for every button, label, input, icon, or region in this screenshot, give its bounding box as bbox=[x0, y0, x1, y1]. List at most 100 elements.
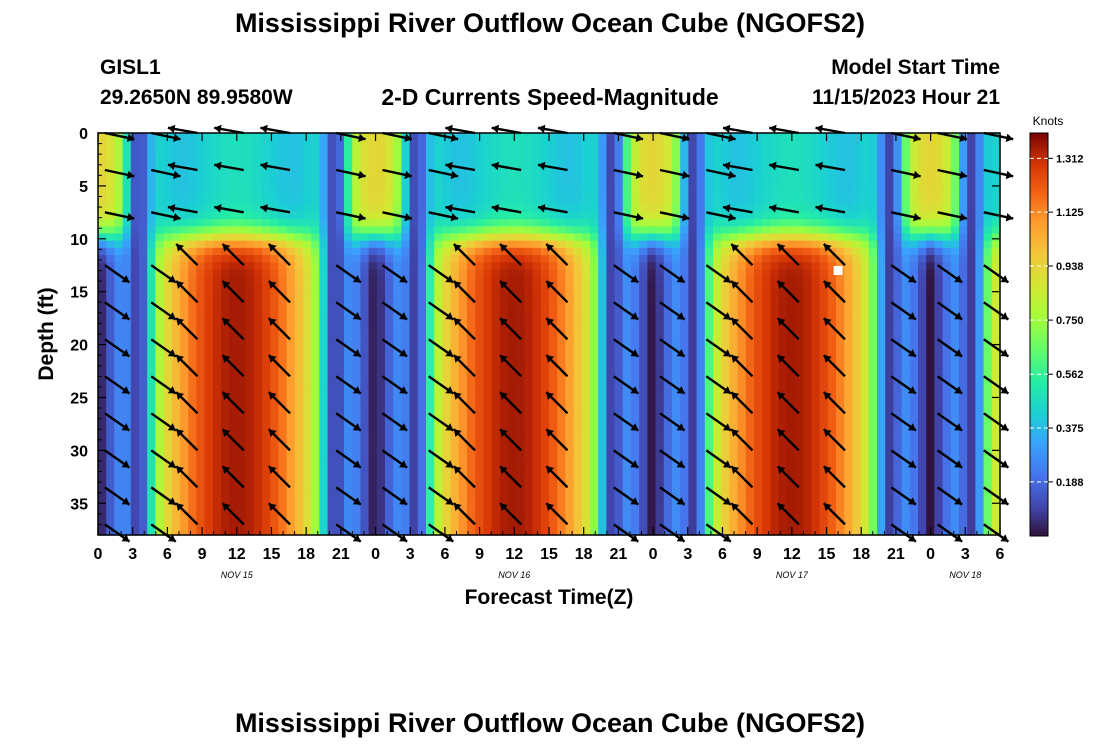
heatmap-cell bbox=[713, 477, 722, 486]
heatmap-cell bbox=[204, 176, 214, 184]
heatmap-cell bbox=[745, 377, 755, 385]
heatmap-cell bbox=[811, 398, 821, 407]
heatmap-cell bbox=[253, 211, 263, 220]
heatmap-cell bbox=[745, 384, 755, 393]
heatmap-cell bbox=[729, 211, 739, 220]
heatmap-cell bbox=[114, 197, 124, 206]
heatmap-cell bbox=[303, 405, 312, 414]
heatmap-cell bbox=[368, 190, 378, 199]
heatmap-cell bbox=[114, 262, 124, 270]
heatmap-cell bbox=[335, 298, 345, 306]
heatmap-cell bbox=[819, 197, 829, 206]
heatmap-cell bbox=[130, 168, 140, 177]
heatmap-cell bbox=[327, 527, 337, 536]
heatmap-cell bbox=[737, 298, 747, 306]
heatmap-cell bbox=[663, 434, 673, 443]
heatmap-cell bbox=[360, 499, 370, 507]
heatmap-cell bbox=[762, 484, 771, 493]
heatmap-cell bbox=[221, 520, 230, 529]
heatmap-cell bbox=[376, 183, 386, 192]
heatmap-cell bbox=[540, 391, 550, 400]
heatmap-cell bbox=[770, 470, 780, 479]
heatmap-cell bbox=[409, 499, 419, 507]
heatmap-cell bbox=[499, 140, 509, 148]
heatmap-cell bbox=[704, 491, 714, 500]
heatmap-cell bbox=[811, 448, 821, 457]
heatmap-cell bbox=[688, 513, 698, 522]
heatmap-cell bbox=[655, 140, 665, 148]
heatmap-cell bbox=[598, 491, 607, 500]
heatmap-cell bbox=[286, 262, 296, 270]
heatmap-cell bbox=[786, 484, 796, 493]
heatmap-cell bbox=[442, 412, 452, 421]
heatmap-cell bbox=[606, 211, 616, 220]
heatmap-cell bbox=[483, 147, 493, 156]
heatmap-cell bbox=[122, 269, 132, 278]
heatmap-cell bbox=[540, 290, 550, 299]
heatmap-cell bbox=[393, 477, 402, 486]
heatmap-cell bbox=[639, 463, 648, 471]
heatmap-cell bbox=[688, 204, 698, 213]
heatmap-cell bbox=[524, 377, 534, 385]
heatmap-cell bbox=[762, 434, 771, 443]
heatmap-cell bbox=[737, 161, 747, 170]
heatmap-cell bbox=[795, 448, 804, 457]
heatmap-cell bbox=[188, 427, 197, 436]
heatmap-cell bbox=[737, 219, 747, 227]
heatmap-cell bbox=[409, 312, 419, 321]
heatmap-cell bbox=[590, 290, 599, 299]
heatmap-cell bbox=[672, 405, 681, 414]
heatmap-cell bbox=[417, 520, 427, 529]
heatmap-cell bbox=[590, 133, 599, 141]
heatmap-cell bbox=[467, 312, 476, 321]
heatmap-cell bbox=[499, 305, 509, 314]
heatmap-cell bbox=[745, 499, 755, 507]
heatmap-cell bbox=[393, 520, 402, 529]
heatmap-cell bbox=[188, 355, 197, 364]
heatmap-cell bbox=[376, 168, 386, 177]
heatmap-cell bbox=[770, 262, 780, 270]
heatmap-cell bbox=[319, 527, 329, 536]
heatmap-cell bbox=[352, 262, 361, 270]
heatmap-cell bbox=[663, 398, 673, 407]
heatmap-cell bbox=[819, 348, 829, 357]
heatmap-cell bbox=[401, 312, 411, 321]
heatmap-cell bbox=[745, 168, 755, 177]
heatmap-cell bbox=[130, 412, 140, 421]
heatmap-cell bbox=[581, 326, 591, 335]
heatmap-cell bbox=[360, 355, 370, 364]
heatmap-cell bbox=[139, 362, 148, 371]
heatmap-cell bbox=[762, 262, 771, 270]
heatmap-cell bbox=[368, 456, 378, 464]
heatmap-cell bbox=[352, 226, 361, 235]
heatmap-cell bbox=[516, 276, 525, 285]
heatmap-cell bbox=[475, 204, 484, 213]
heatmap-cell bbox=[319, 319, 329, 328]
heatmap-cell bbox=[368, 197, 378, 206]
heatmap-cell bbox=[122, 334, 132, 342]
heatmap-cell bbox=[811, 133, 821, 141]
heatmap-cell bbox=[508, 226, 517, 235]
heatmap-cell bbox=[483, 204, 493, 213]
heatmap-cell bbox=[598, 262, 607, 270]
heatmap-cell bbox=[253, 240, 263, 249]
heatmap-cell bbox=[663, 183, 673, 192]
heatmap-cell bbox=[139, 506, 148, 515]
heatmap-cell bbox=[450, 183, 460, 192]
heatmap-cell bbox=[155, 262, 165, 270]
heatmap-cell bbox=[442, 147, 452, 156]
heatmap-cell bbox=[393, 470, 402, 479]
heatmap-cell bbox=[171, 319, 181, 328]
heatmap-cell bbox=[270, 233, 279, 242]
heatmap-cell bbox=[393, 412, 402, 421]
heatmap-cell bbox=[286, 176, 296, 184]
heatmap-cell bbox=[458, 463, 468, 471]
heatmap-cell bbox=[212, 348, 222, 357]
heatmap-cell bbox=[393, 197, 402, 206]
heatmap-cell bbox=[196, 513, 206, 522]
heatmap-cell bbox=[262, 506, 271, 515]
heatmap-cell bbox=[139, 290, 148, 299]
heatmap-cell bbox=[663, 283, 673, 292]
heatmap-cell bbox=[557, 362, 566, 371]
heatmap-cell bbox=[795, 405, 804, 414]
